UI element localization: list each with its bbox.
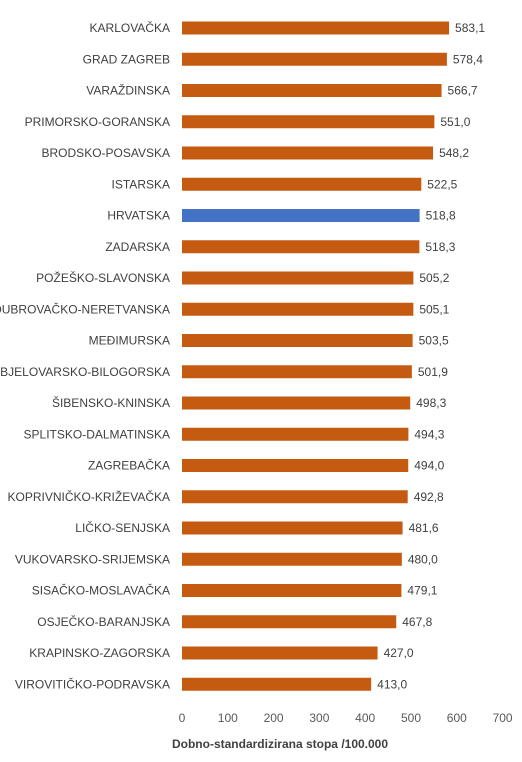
category-label: VIROVITIČKO-PODRAVSKA [15,676,170,691]
category-label: OSJEČKO-BARANJSKA [37,614,170,629]
value-label: 518,3 [425,240,455,254]
bar-13 [182,427,409,441]
category-label: DUBROVAČKO-NERETVANSKA [0,301,170,316]
bar-8 [182,271,414,285]
bar-5 [182,177,422,191]
category-label: VARAŽDINSKA [86,83,170,98]
bar-3 [182,115,435,129]
x-tick-label: 100 [218,711,238,725]
value-label: 481,6 [409,521,439,535]
category-label: LIČKO-SENJSKA [75,520,170,535]
category-label: MEĐIMURSKA [89,334,170,348]
value-label: 413,0 [377,677,407,691]
value-label: 480,0 [408,552,438,566]
category-label: GRAD ZAGREB [83,52,170,66]
x-tick-label: 700 [493,711,513,725]
bar-15 [182,490,408,504]
value-label: 518,8 [426,209,456,223]
category-label: SISAČKO-MOSLAVAČKA [32,583,170,598]
bar-14 [182,459,409,472]
bar-7 [182,240,420,254]
x-tick-label: 200 [264,711,284,725]
value-label: 566,7 [448,84,478,98]
bar-21 [182,677,372,691]
category-label: PRIMORSKO-GORANSKA [25,115,170,129]
bar-11 [182,365,412,379]
value-label: 494,0 [414,459,444,473]
category-labels-group: KARLOVAČKA GRAD ZAGREB VARAŽDINSKA PRIMORSK… [0,20,170,691]
category-label: ZADARSKA [105,240,170,254]
x-tick-label: 600 [447,711,467,725]
bar-9 [182,302,414,316]
x-tick-label: 300 [309,711,329,725]
bar-2 [182,84,442,97]
value-label: 503,5 [419,334,449,348]
value-label: 578,4 [453,52,483,66]
value-label: 551,0 [440,115,470,129]
category-label: KOPRIVNIČKO-KRIŽEVAČKA [8,489,170,504]
x-axis-ticks-group: 0 100 200 300 400 500 600 700 [179,711,513,725]
category-label: BJELOVARSKO-BILOGORSKA [0,365,170,379]
value-label: 498,3 [416,396,446,410]
x-tick-label: 500 [401,711,421,725]
x-axis-title: Dobno-standardizirana stopa /100.000 [172,737,388,751]
value-label: 494,3 [414,427,444,441]
value-labels-group: 583,1 578,4 566,7 551,0 548,2 522,5 518,8 518,3… [377,21,485,691]
category-label: ŠIBENSKO-KNINSKA [52,395,170,410]
x-tick-label: 400 [355,711,375,725]
category-label: KARLOVAČKA [90,20,170,35]
category-label: KRAPINSKO-ZAGORSKA [29,646,170,660]
bar-12 [182,396,411,410]
bar-1 [182,52,447,66]
category-label: HRVATSKA [107,209,170,223]
category-label: VUKOVARSKO-SRIJEMSKA [15,552,170,566]
category-label: POŽEŠKO-SLAVONSKA [36,270,170,285]
value-label: 505,2 [419,271,449,285]
bar-4 [182,146,434,160]
bar-19 [182,615,397,629]
value-label: 427,0 [384,646,414,660]
bar-0 [182,21,450,35]
bars-group [182,21,450,691]
value-label: 492,8 [414,490,444,504]
value-label: 505,1 [419,302,449,316]
value-label: 467,8 [402,615,432,629]
value-label: 522,5 [427,177,457,191]
bar-17 [182,552,402,566]
category-label: ZAGREBAČKA [88,458,170,473]
x-tick-label: 0 [179,711,186,725]
bar-10 [182,334,413,347]
value-label: 479,1 [407,584,437,598]
value-label: 583,1 [455,21,485,35]
category-label: ISTARSKA [112,177,170,191]
bar-6 [182,209,420,222]
value-label: 501,9 [418,365,448,379]
category-label: SPLITSKO-DALMATINSKA [24,427,170,441]
bar-16 [182,521,403,535]
value-label: 548,2 [439,146,469,160]
bar-20 [182,646,378,660]
category-label: BRODSKO-POSAVSKA [42,146,170,160]
bar-18 [182,584,402,597]
